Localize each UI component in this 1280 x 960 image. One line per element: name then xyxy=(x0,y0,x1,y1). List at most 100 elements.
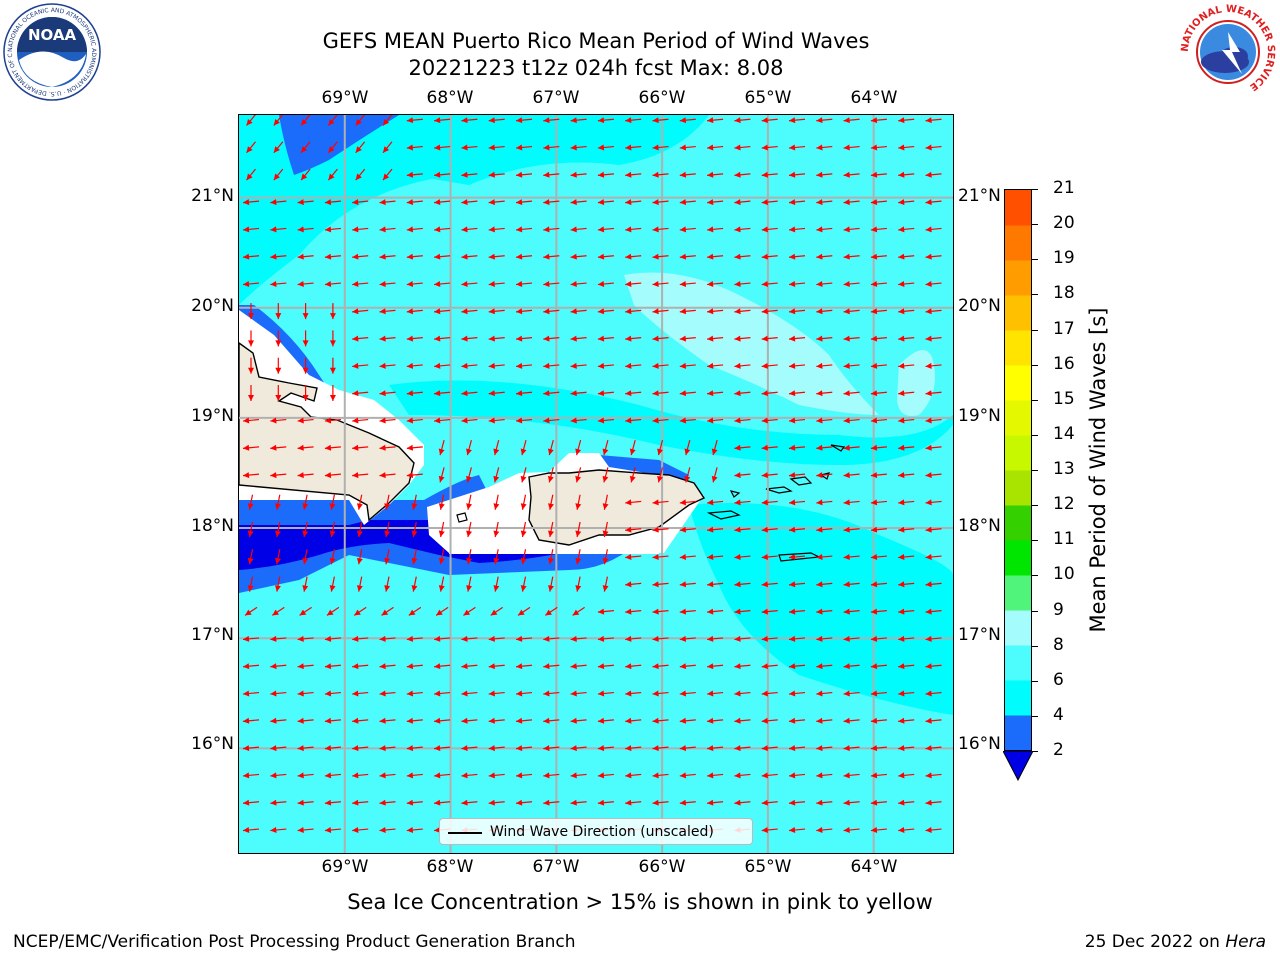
wind-wave-arrowhead xyxy=(870,308,878,315)
wind-wave-arrowhead xyxy=(679,635,687,642)
wind-wave-arrowhead xyxy=(352,472,359,479)
wind-wave-arrowhead xyxy=(243,281,250,287)
wind-wave-arrowhead xyxy=(270,199,277,206)
ocean-4-6s-se xyxy=(689,503,953,715)
wind-wave-arrowhead xyxy=(625,717,632,724)
wind-wave-arrowhead xyxy=(438,585,445,592)
wind-wave-arrowhead xyxy=(488,417,495,424)
wind-wave-arrowhead xyxy=(734,308,741,315)
wind-wave-arrowhead xyxy=(679,308,687,315)
colorbar-tick-mark xyxy=(1032,575,1038,577)
wind-wave-arrowhead xyxy=(273,173,280,181)
wind-wave-arrowhead xyxy=(625,281,632,287)
sea-ice-note: Sea Ice Concentration > 15% is shown in … xyxy=(347,890,933,914)
wind-wave-arrowhead xyxy=(816,690,823,697)
wind-wave-arrowhead xyxy=(761,390,768,397)
wind-wave-arrowhead xyxy=(379,690,386,697)
wind-wave-arrowhead xyxy=(434,171,441,178)
wind-wave-arrowhead xyxy=(438,530,445,537)
wind-wave-arrowhead xyxy=(575,557,582,565)
wind-wave-arrowhead xyxy=(789,253,796,260)
wind-wave-arrowhead xyxy=(789,745,796,752)
wind-wave-arrowhead xyxy=(789,554,796,560)
legend-label: Wind Wave Direction (unscaled) xyxy=(490,824,714,840)
lat-label-right: 17°N xyxy=(958,625,1001,645)
wind-wave-arrowhead xyxy=(329,340,336,347)
wind-wave-arrowhead xyxy=(543,308,550,315)
wind-wave-arrowhead xyxy=(761,171,768,178)
colorbar-segment xyxy=(1005,540,1031,576)
wind-wave-arrowhead xyxy=(543,745,550,752)
wind-wave-arrowhead xyxy=(652,717,659,724)
colorbar-tick-mark xyxy=(1032,540,1038,542)
wind-wave-arrowhead xyxy=(789,335,796,342)
colorbar-tick-mark xyxy=(1032,259,1038,261)
wind-wave-arrowhead xyxy=(602,585,609,592)
wind-wave-arrowhead xyxy=(488,199,495,206)
wind-wave-arrowhead xyxy=(925,171,932,178)
wind-wave-arrowhead xyxy=(466,475,472,483)
wind-wave-arrowhead xyxy=(684,475,691,483)
wind-wave-arrowhead xyxy=(488,663,495,670)
wind-wave-arrowhead xyxy=(406,362,414,369)
lon-label-top: 65°W xyxy=(744,88,792,108)
lat-label-left: 20°N xyxy=(191,296,234,316)
colorbar-tick-label: 13 xyxy=(1053,459,1075,479)
wind-wave-arrowhead xyxy=(493,557,500,565)
wind-wave-arrowhead xyxy=(302,503,309,510)
wind-wave-arrowhead xyxy=(789,472,796,479)
wind-wave-arrowhead xyxy=(843,799,850,806)
wind-wave-arrowhead xyxy=(329,503,336,510)
wind-wave-arrowhead xyxy=(246,146,253,153)
noaa-logo-text: NOAA xyxy=(28,26,77,44)
wind-wave-arrowhead xyxy=(789,690,796,697)
anegada-island xyxy=(830,444,846,452)
wind-wave-arrowhead xyxy=(352,199,359,206)
wind-wave-arrowhead xyxy=(406,171,414,178)
wind-wave-arrowhead xyxy=(597,253,605,260)
wind-wave-arrowhead xyxy=(625,745,632,752)
colorbar-tick-mark xyxy=(1032,329,1038,331)
wind-wave-arrowhead xyxy=(625,117,632,124)
wind-wave-arrowhead xyxy=(870,499,878,506)
ocean-8s-plus-east xyxy=(897,350,935,416)
colorbar-tick-mark xyxy=(1032,364,1038,366)
wind-wave-arrowhead xyxy=(761,281,768,287)
wind-wave-arrowhead xyxy=(707,717,714,724)
wind-wave-arrowhead xyxy=(652,417,659,424)
wind-wave-arrowhead xyxy=(520,557,527,565)
wind-wave-arrowhead xyxy=(625,253,632,260)
wind-wave-arrowhead xyxy=(652,308,659,315)
wind-wave-arrowhead xyxy=(297,690,304,697)
wind-wave-arrowhead xyxy=(243,772,250,779)
wind-wave-arrowhead xyxy=(516,362,523,369)
wind-wave-arrowhead xyxy=(789,226,796,233)
wind-wave-arrowhead xyxy=(925,717,932,724)
wind-wave-arrowhead xyxy=(243,472,250,479)
wind-wave-arrowhead xyxy=(543,635,550,642)
wind-wave-arrowhead xyxy=(543,144,550,151)
wind-wave-arrowhead xyxy=(356,503,363,510)
wind-wave-arrowhead xyxy=(434,308,441,315)
wind-wave-arrowhead xyxy=(679,663,687,670)
wind-wave-arrowhead xyxy=(707,417,714,424)
wind-wave-arrowhead xyxy=(707,608,714,615)
wind-wave-arrowhead xyxy=(625,335,632,342)
wind-wave-arrowhead xyxy=(789,827,796,833)
wind-wave-arrowhead xyxy=(248,367,254,374)
colorbar-tick-label: 18 xyxy=(1053,283,1075,304)
wind-wave-arrowhead xyxy=(870,226,878,233)
wind-wave-arrowhead xyxy=(406,745,414,752)
wind-wave-arrowhead xyxy=(243,745,250,752)
wind-wave-arrowhead xyxy=(652,117,659,124)
wind-wave-arrowhead xyxy=(657,448,663,456)
puerto-rico-land xyxy=(528,469,706,546)
wind-wave-arrowhead xyxy=(707,226,714,233)
wind-wave-arrowhead xyxy=(493,503,500,510)
wind-wave-arrowhead xyxy=(761,253,768,260)
wind-wave-arrowhead xyxy=(734,717,741,724)
wind-wave-arrowhead xyxy=(570,281,577,287)
wind-wave-arrowhead xyxy=(438,503,445,510)
wind-wave-arrowhead xyxy=(324,281,332,287)
wind-wave-arrowhead xyxy=(789,144,796,151)
